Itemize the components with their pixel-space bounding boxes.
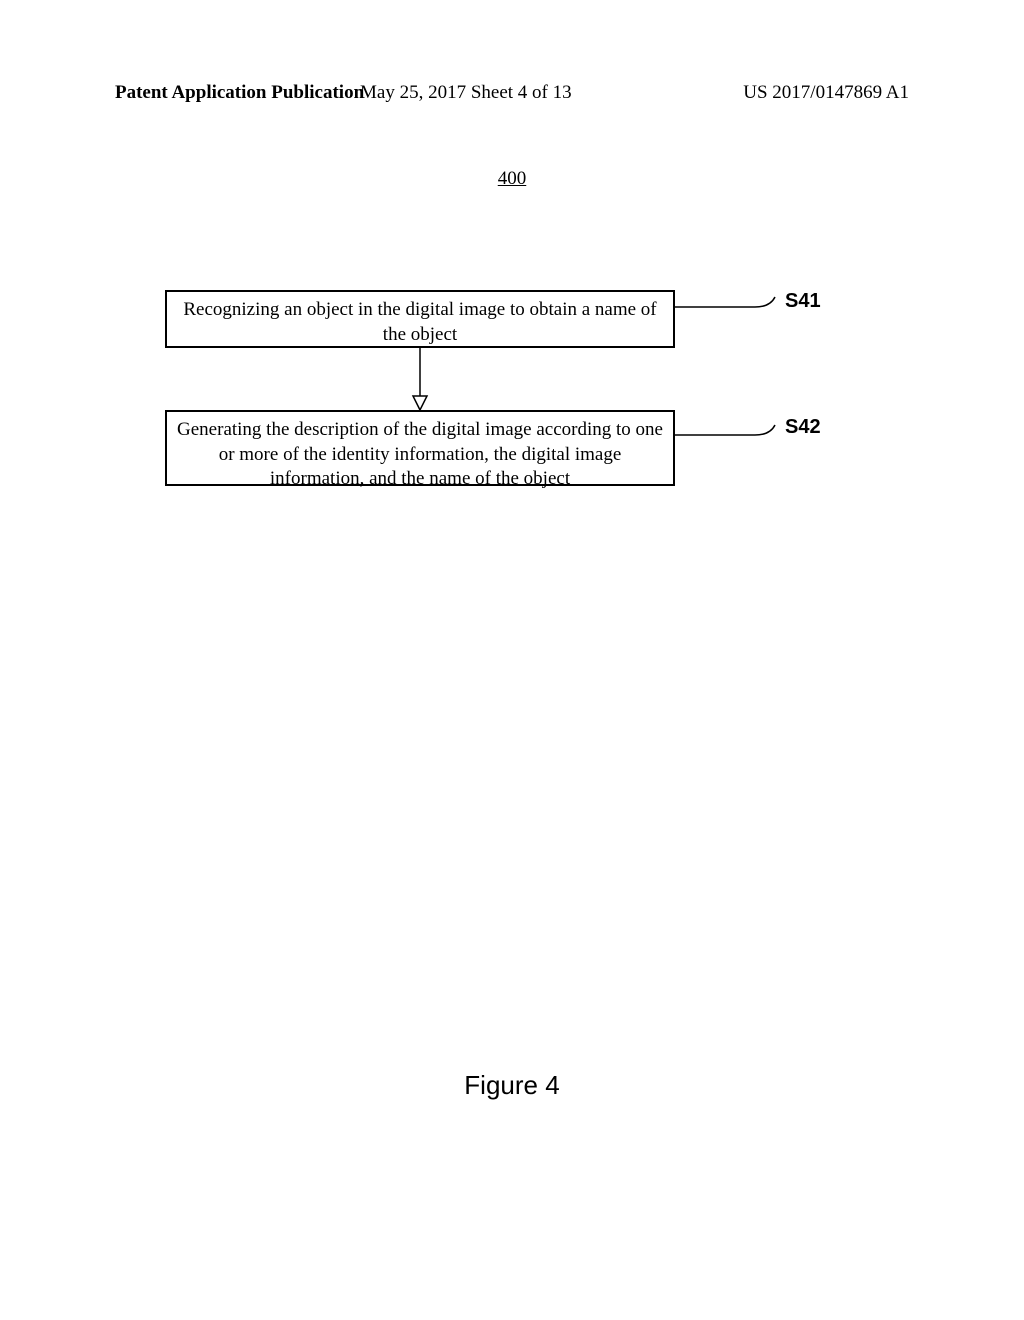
- label-connector-s41: [675, 292, 785, 322]
- label-connector-s42: [675, 420, 785, 450]
- header-publication-type: Patent Application Publication: [115, 82, 364, 104]
- flowchart-node-s42: Generating the description of the digita…: [165, 410, 675, 486]
- flowchart-node-s41-text: Recognizing an object in the digital ima…: [183, 299, 656, 345]
- figure-number: 400: [498, 168, 527, 190]
- flowchart-diagram: Recognizing an object in the digital ima…: [165, 290, 865, 486]
- flowchart-arrow-s41-s42: [405, 348, 435, 412]
- flowchart-node-s41: Recognizing an object in the digital ima…: [165, 290, 675, 348]
- flowchart-label-s42: S42: [785, 416, 821, 439]
- flowchart-node-s42-text: Generating the description of the digita…: [177, 419, 663, 489]
- header-date-sheet: May 25, 2017 Sheet 4 of 13: [360, 82, 572, 104]
- flowchart-label-s41: S41: [785, 290, 821, 313]
- figure-caption: Figure 4: [464, 1070, 559, 1101]
- header-publication-number: US 2017/0147869 A1: [743, 82, 909, 104]
- page-header: Patent Application Publication May 25, 2…: [0, 82, 1024, 104]
